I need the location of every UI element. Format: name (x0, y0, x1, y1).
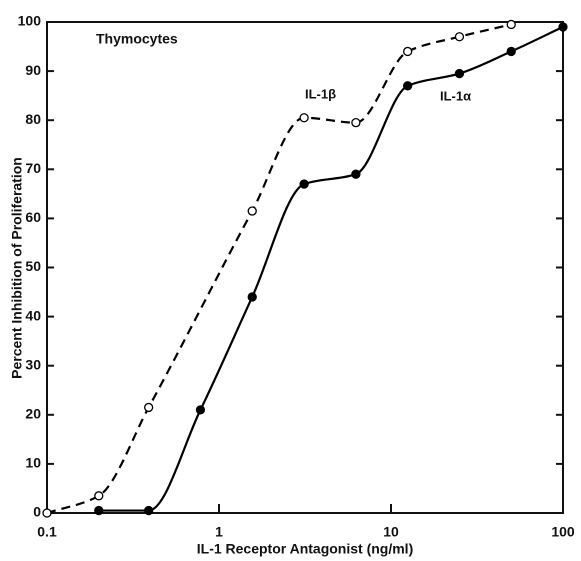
data-point (403, 46, 413, 57)
data-point (403, 81, 413, 91)
x-tick-label: 1 (215, 524, 223, 540)
data-point (247, 206, 257, 216)
y-tick-label: 10 (25, 455, 41, 471)
x-tick-label: 10 (383, 524, 399, 540)
y-tick-label: 100 (18, 13, 42, 29)
y-tick-label: 60 (25, 209, 41, 225)
data-point (42, 508, 52, 518)
fit-curve (46, 23, 512, 515)
data-point (94, 505, 104, 516)
data-point (144, 505, 154, 516)
y-tick-label: 90 (25, 62, 41, 78)
y-tick-label: 40 (25, 307, 41, 323)
y-tick-label: 30 (25, 356, 41, 372)
data-point (506, 19, 516, 30)
data-point (94, 491, 104, 501)
x-tick-label: 100 (551, 524, 575, 540)
data-point (351, 169, 361, 179)
x-axis-label: IL-1 Receptor Antagonist (ng/ml) (197, 541, 413, 557)
data-point (506, 46, 516, 57)
data-point (247, 292, 257, 302)
y-tick-label: 50 (25, 258, 41, 274)
chart-title: Thymocytes (96, 31, 178, 47)
y-tick-label: 80 (25, 111, 41, 127)
data-point (454, 32, 465, 42)
y-tick-label: 70 (25, 160, 41, 176)
series-label: IL-1α (440, 88, 471, 103)
x-tick-label: 0.1 (37, 524, 57, 540)
y-tick-label: 20 (25, 406, 41, 422)
data-point (351, 118, 361, 128)
y-tick-label: 0 (33, 504, 41, 520)
data-point (299, 179, 309, 189)
data-point (299, 113, 309, 123)
data-point (195, 405, 206, 415)
data-point (558, 22, 568, 32)
y-axis-label: Percent Inhibition of Proliferation (9, 157, 25, 379)
data-point (144, 402, 154, 413)
series-label: IL-1β (305, 86, 336, 101)
data-point (454, 68, 465, 79)
